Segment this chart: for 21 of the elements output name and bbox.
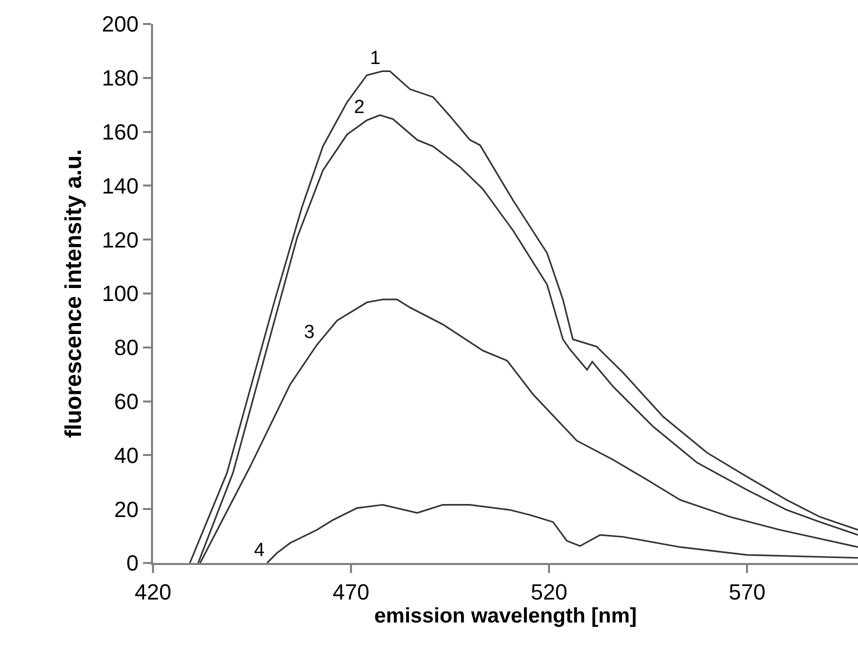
y-tick-label: 80 (114, 335, 139, 360)
x-axis-title: emission wavelength [nm] (374, 604, 637, 628)
y-tick-label: 160 (102, 120, 139, 144)
y-tick-label: 140 (102, 173, 139, 198)
annotation: 2 (354, 97, 365, 118)
x-tick-label: 570 (728, 579, 766, 604)
x-tick-label: 520 (530, 579, 568, 604)
y-tick-label: 200 (102, 12, 139, 37)
annotation: 4 (254, 540, 265, 561)
y-tick-label: 0 (126, 550, 139, 576)
y-axis-title: fluorescence intensity a.u. (60, 149, 86, 438)
annotation: 3 (304, 322, 315, 343)
y-tick-label: 120 (102, 227, 139, 252)
x-tick-label: 420 (134, 579, 172, 604)
y-tick-label: 60 (114, 389, 139, 414)
y-tick-label: 100 (102, 281, 139, 306)
y-tick-label: 180 (102, 66, 139, 91)
annotation: 1 (370, 48, 381, 69)
x-tick-label: 470 (332, 579, 370, 604)
y-tick-label: 20 (114, 496, 139, 522)
y-tick-label: 40 (114, 442, 139, 468)
